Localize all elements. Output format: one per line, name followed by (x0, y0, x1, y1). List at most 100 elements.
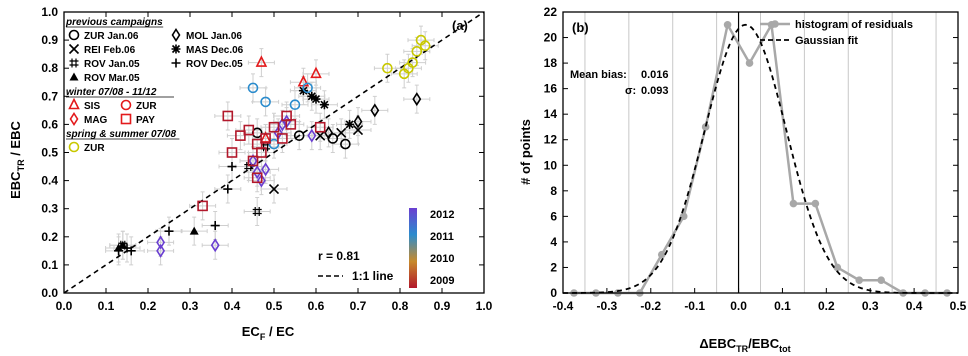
x-tick-label: 0.7 (350, 299, 367, 313)
data-point-shape (310, 66, 322, 79)
data-point (259, 131, 272, 143)
x-tick-label: 0.3 (182, 299, 199, 313)
y-tick-label: 0.6 (41, 117, 58, 131)
correlation-annotation: r = 0.81 (318, 249, 360, 263)
data-point-shape (210, 238, 220, 253)
histogram-point (745, 59, 754, 67)
legend-marker (171, 44, 181, 54)
legend-swatch-histogram-point (771, 20, 779, 28)
data-point-shape (289, 99, 301, 111)
data-point (268, 183, 280, 195)
data-point (256, 147, 267, 158)
data-point-shape (235, 130, 246, 141)
error-bar (294, 73, 322, 103)
data-point (235, 130, 246, 141)
data-point (285, 119, 297, 130)
data-point (223, 184, 233, 194)
data-point-shape (222, 110, 234, 122)
data-point (252, 207, 262, 217)
data-point-shape (319, 100, 329, 110)
data-point-shape (412, 92, 422, 107)
panel-label-a: (a) (452, 18, 468, 33)
x-axis-label-subscript-2: tot (779, 344, 791, 354)
y-tick-label: 0.9 (41, 33, 58, 47)
data-point (247, 82, 259, 94)
colorbar-label: 2009 (430, 275, 454, 287)
legend-marker (120, 99, 132, 111)
sigma-value: 0.093 (641, 85, 669, 97)
y-tick-label: 12 (544, 133, 558, 147)
data-point-shape (259, 131, 272, 143)
x-tick-label: 0.4 (906, 299, 923, 313)
x-axis-label-subscript: F (260, 332, 266, 342)
x-tick-label: 0.2 (818, 299, 835, 313)
data-point-shape (243, 124, 255, 136)
data-point-shape (156, 243, 166, 258)
x-tick-label: 0.3 (862, 299, 879, 313)
data-point (289, 99, 301, 111)
data-point-shape (164, 226, 174, 236)
legend-marker-shape (69, 58, 79, 68)
data-point-shape (307, 128, 317, 143)
legend-entry-label: REI Feb.06 (84, 45, 136, 56)
data-point-shape (293, 130, 305, 141)
histogram-point (877, 276, 885, 285)
x-tick-label: 1.0 (476, 299, 493, 313)
y-tick-label: 0.1 (41, 258, 58, 272)
data-point (315, 130, 326, 141)
x-tick-label: -0.4 (553, 299, 574, 313)
legend-marker-shape (68, 141, 80, 153)
legend-line-label: 1:1 line (352, 269, 394, 283)
error-bars (105, 25, 439, 266)
data-point (353, 114, 363, 129)
y-tick-label: 1.0 (41, 5, 58, 19)
legend-marker-shape (171, 44, 181, 54)
data-point-shape (252, 165, 262, 180)
y-tick-label: 4 (550, 235, 557, 249)
data-point (210, 221, 220, 231)
legend-entry-label: ZUR Jan.06 (84, 31, 139, 42)
data-point (243, 124, 255, 136)
data-point-shape (315, 130, 326, 141)
data-point (244, 162, 254, 172)
error-bar (214, 101, 242, 131)
x-tick-label: 0.4 (224, 299, 241, 313)
y-tick-label: 2 (550, 260, 557, 274)
error-bar (260, 112, 288, 142)
data-point-shape (252, 207, 262, 217)
data-point (277, 133, 288, 144)
data-point (310, 66, 322, 79)
legend-marker-shape (69, 72, 79, 81)
x-axis-label: ECF / EC (242, 324, 295, 342)
x-tick-label: 0.5 (950, 299, 967, 313)
error-bar (235, 115, 263, 145)
histogram-point (833, 263, 842, 272)
histogram-point (789, 199, 798, 208)
colorbar-label: 2010 (430, 253, 454, 265)
data-point (156, 243, 166, 258)
data-point (261, 142, 271, 152)
legend-heading: winter 07/08 - 11/12 (66, 87, 157, 98)
data-point (114, 243, 124, 252)
y-axis-label-rest: / EBC (8, 121, 23, 160)
x-tick-label: 0.8 (392, 299, 409, 313)
histogram-point (723, 20, 732, 29)
data-point (336, 127, 347, 138)
legend-marker (69, 112, 79, 126)
legend-marker (68, 29, 80, 41)
data-point-shape (189, 226, 199, 235)
legend-marker-shape (120, 113, 132, 125)
histogram-point (855, 276, 864, 285)
data-point-shape (114, 243, 124, 252)
data-point-shape (407, 57, 418, 68)
error-bar (239, 73, 267, 103)
data-point (255, 55, 268, 67)
data-point (197, 200, 208, 212)
data-point (226, 147, 238, 158)
data-point (247, 155, 259, 167)
data-point-shape (336, 127, 347, 138)
y-tick-label: 0.2 (41, 230, 58, 244)
legend-entry-label: ROV Jan.05 (84, 59, 140, 70)
data-point-shape (352, 124, 364, 136)
